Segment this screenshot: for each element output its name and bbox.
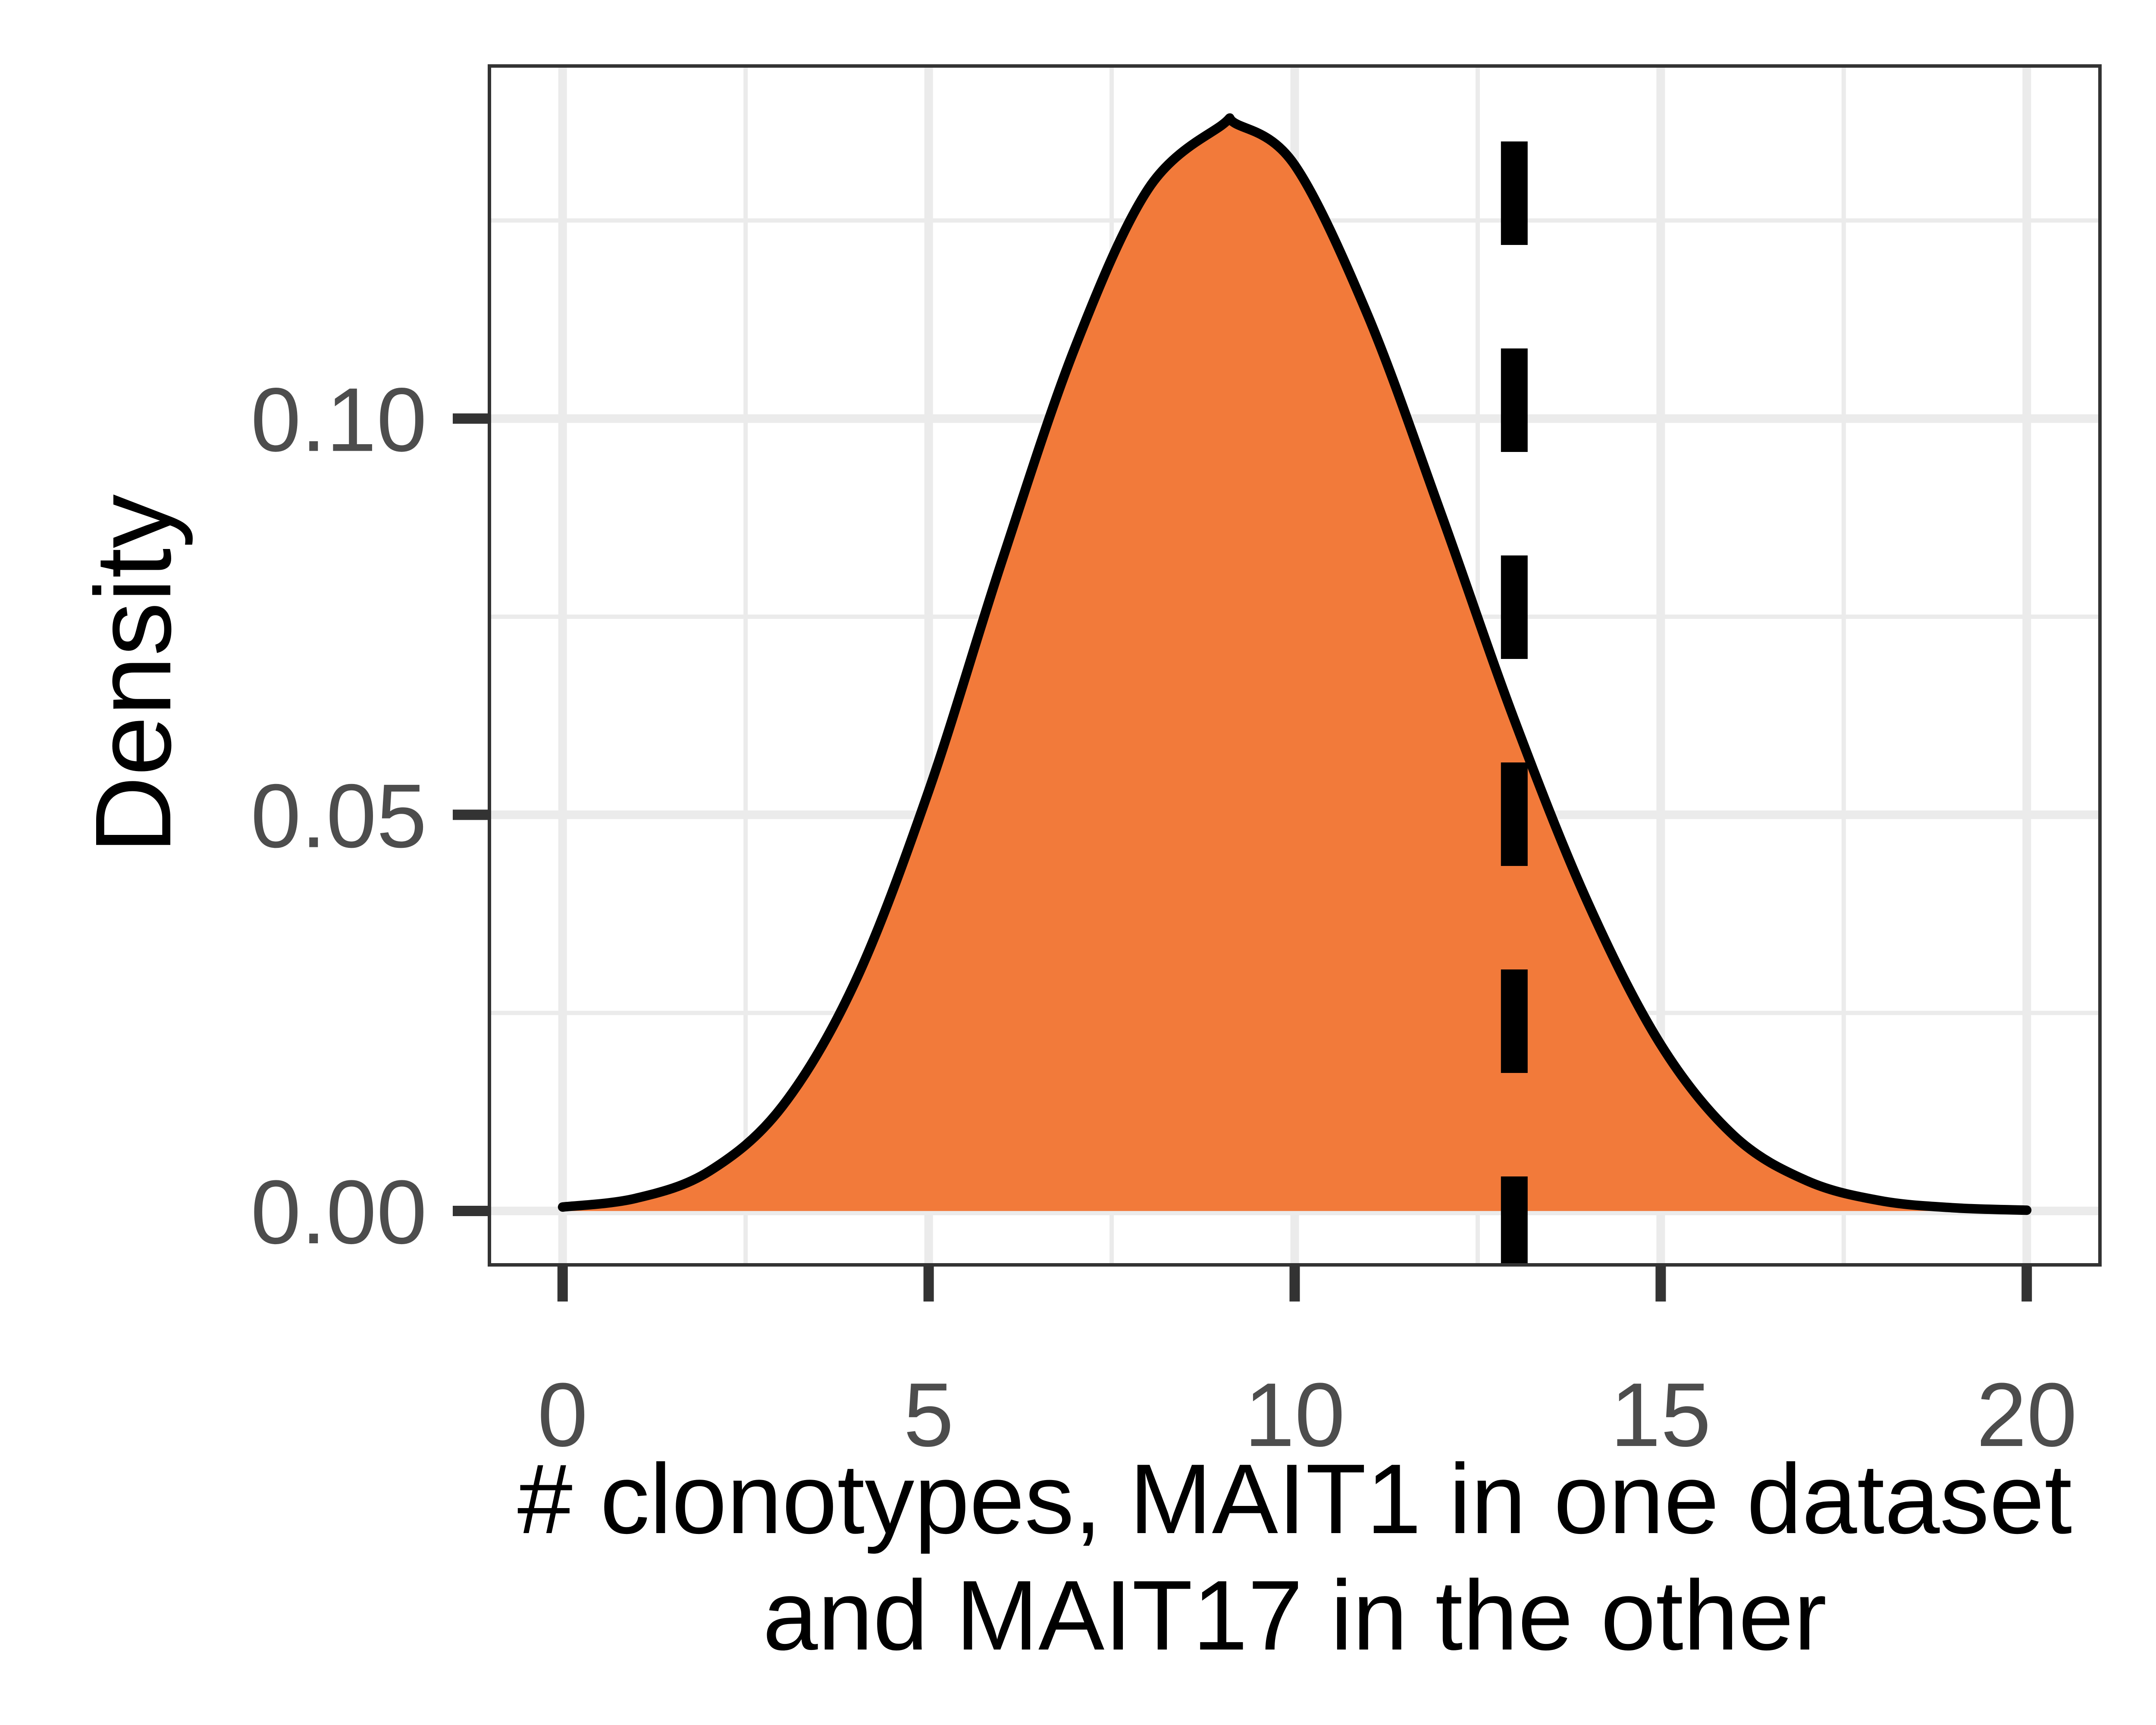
x-axis-title-line-1: # clonotypes, MAIT1 in one dataset — [517, 1443, 2072, 1554]
x-tick-label: 20 — [1976, 1364, 2077, 1465]
y-axis-title: Density — [73, 494, 193, 854]
axes: 0 5 10 15 20 0.00 0.05 0.10 — [251, 369, 2077, 1465]
x-tick-label: 0 — [537, 1364, 588, 1465]
y-tick-label: 0.05 — [251, 765, 427, 866]
x-tick-label: 15 — [1611, 1364, 1711, 1465]
density-area-fill — [562, 118, 2027, 1211]
y-tick-label: 0.10 — [251, 369, 427, 470]
density-curve — [558, 113, 2032, 1215]
x-axis-title-line-2: and MAIT17 in the other — [763, 1560, 1827, 1671]
x-tick-label: 10 — [1244, 1364, 1345, 1465]
x-tick-label: 5 — [903, 1364, 954, 1465]
y-tick-label: 0.00 — [251, 1161, 427, 1263]
